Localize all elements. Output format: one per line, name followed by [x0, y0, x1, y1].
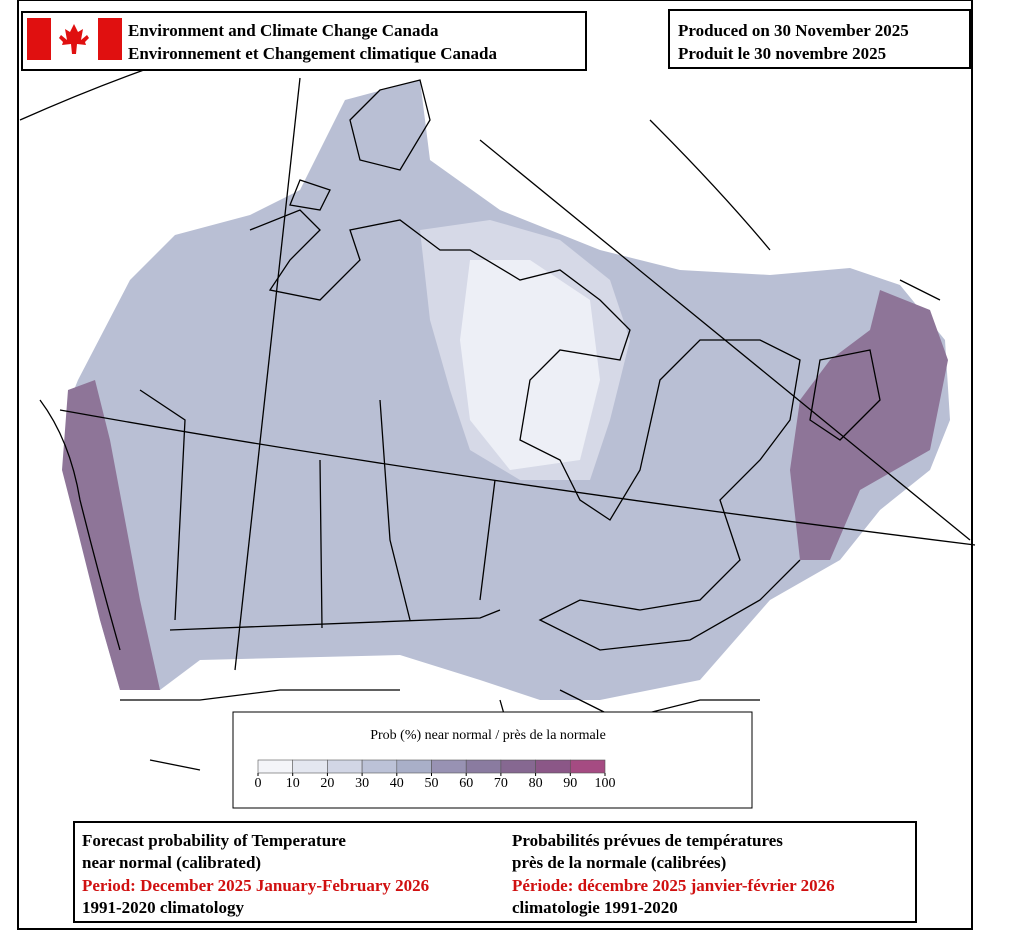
forecast-area-lightest [460, 260, 600, 470]
caption-en: Forecast probability of Temperature [82, 831, 346, 850]
border [139, 389, 496, 629]
latitude-line [59, 409, 976, 546]
coastline [249, 209, 801, 651]
legend-tick-label: 10 [286, 776, 300, 791]
legend-tick-label: 0 [255, 776, 262, 791]
caption-box [73, 821, 917, 923]
legend-swatch [500, 759, 536, 774]
header-box [668, 9, 971, 69]
legend-tick-label: 70 [494, 776, 508, 791]
map-frame [17, 0, 973, 930]
forecast-area-east [790, 290, 948, 560]
produced-en: Produced on 30 November 2025 [678, 21, 909, 40]
legend-tick-label: 60 [459, 776, 473, 791]
caption-period-fr: Période: décembre 2025 janvier-février 2… [512, 876, 835, 895]
legend-swatch [569, 759, 606, 774]
legend-tick-label: 80 [529, 776, 543, 791]
coastline [289, 79, 431, 211]
header-left: Environment and Climate Change Canada En… [21, 11, 587, 71]
agency-fr: Environnement et Changement climatique C… [128, 44, 497, 63]
legend-tick-label: 40 [390, 776, 404, 791]
legend-tick-label: 50 [425, 776, 439, 791]
legend-swatch [361, 759, 398, 774]
us-border [120, 689, 760, 771]
flag-band [27, 18, 51, 60]
legend-swatch [396, 759, 432, 774]
legend-swatch [327, 759, 363, 774]
coastline [39, 399, 121, 651]
agency-en: Environment and Climate Change Canada [128, 21, 439, 40]
forecast-area-west [62, 380, 160, 690]
legend-swatch [431, 759, 467, 774]
caption-en: near normal (calibrated) [82, 853, 261, 872]
caption: Forecast probability of Temperature near… [73, 821, 917, 923]
legend-tick-label: 90 [563, 776, 577, 791]
legend-tick-label: 30 [355, 776, 369, 791]
coastline [809, 279, 941, 441]
legend-tick-label: 100 [595, 776, 616, 791]
legend-swatch [535, 759, 571, 774]
legend-swatch [257, 759, 294, 774]
caption-fr: Probabilités prévues de températures [512, 831, 783, 850]
legend-title: Prob (%) near normal / près de la normal… [370, 728, 606, 743]
meridian-line [234, 77, 301, 671]
arctic-circle [649, 119, 771, 251]
flag-band [98, 18, 122, 60]
legend-tick-label: 20 [320, 776, 334, 791]
map [19, 14, 976, 771]
header-right: Produced on 30 November 2025 Produit le … [668, 9, 971, 69]
flag-leaf [59, 24, 89, 54]
caption-en: 1991-2020 climatology [82, 898, 244, 917]
legend-swatch [465, 759, 502, 774]
legend-swatch [292, 759, 328, 774]
border [169, 609, 501, 631]
produced-fr: Produit le 30 novembre 2025 [678, 44, 886, 63]
caption-fr: climatologie 1991-2020 [512, 898, 678, 917]
caption-fr: près de la normale (calibrées) [512, 853, 726, 872]
legend: Prob (%) near normal / près de la normal… [232, 711, 753, 809]
caption-period-en: Period: December 2025 January-February 2… [82, 876, 429, 895]
